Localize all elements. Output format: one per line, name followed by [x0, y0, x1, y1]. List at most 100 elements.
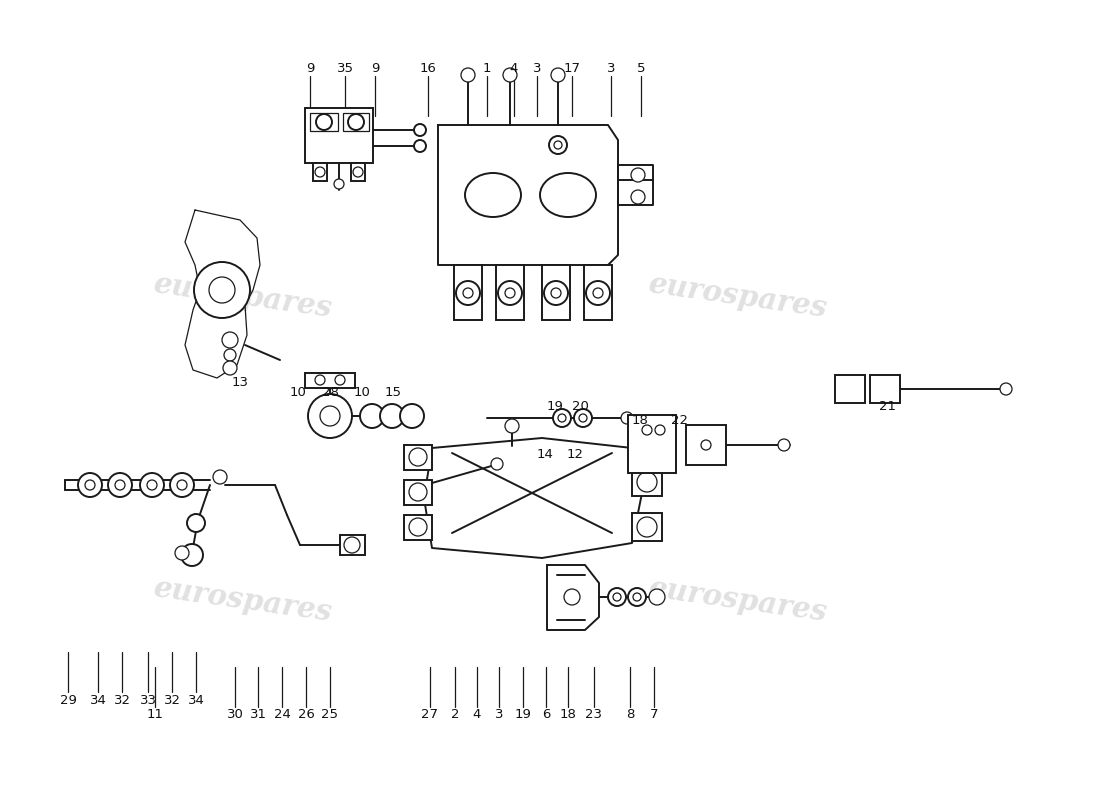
- Bar: [404, 515, 432, 540]
- Text: 9: 9: [371, 62, 380, 74]
- Circle shape: [315, 375, 324, 385]
- Circle shape: [414, 124, 426, 136]
- Text: 6: 6: [542, 709, 550, 722]
- Text: 17: 17: [563, 62, 581, 74]
- Circle shape: [222, 332, 238, 348]
- Circle shape: [549, 136, 566, 154]
- Circle shape: [409, 518, 427, 536]
- Text: 1: 1: [483, 62, 492, 74]
- Circle shape: [344, 537, 360, 553]
- Circle shape: [223, 361, 236, 375]
- Circle shape: [551, 68, 565, 82]
- Text: 30: 30: [227, 709, 243, 722]
- Circle shape: [628, 588, 646, 606]
- Circle shape: [701, 440, 711, 450]
- Bar: [454, 265, 482, 320]
- Circle shape: [379, 404, 404, 428]
- Text: 34: 34: [188, 694, 205, 706]
- Text: 29: 29: [59, 694, 76, 706]
- Circle shape: [654, 425, 666, 435]
- Circle shape: [140, 473, 164, 497]
- Circle shape: [409, 483, 427, 501]
- Text: 32: 32: [113, 694, 131, 706]
- Bar: [404, 480, 432, 505]
- Circle shape: [400, 404, 424, 428]
- Text: 7: 7: [650, 709, 658, 722]
- Text: 3: 3: [532, 62, 541, 74]
- Circle shape: [613, 593, 621, 601]
- Text: 18: 18: [631, 414, 648, 426]
- Circle shape: [170, 473, 194, 497]
- Circle shape: [554, 141, 562, 149]
- Text: 21: 21: [880, 401, 896, 414]
- Circle shape: [498, 281, 522, 305]
- Text: 20: 20: [572, 401, 588, 414]
- Text: 34: 34: [89, 694, 107, 706]
- Circle shape: [175, 546, 189, 560]
- Circle shape: [564, 589, 580, 605]
- Text: 3: 3: [607, 62, 615, 74]
- Text: 33: 33: [140, 694, 156, 706]
- Circle shape: [778, 439, 790, 451]
- Circle shape: [491, 458, 503, 470]
- Circle shape: [649, 589, 666, 605]
- Circle shape: [315, 167, 324, 177]
- Circle shape: [85, 480, 95, 490]
- Circle shape: [579, 414, 587, 422]
- Bar: [343, 113, 368, 131]
- Circle shape: [414, 140, 426, 152]
- Text: 10: 10: [353, 386, 371, 399]
- Circle shape: [182, 544, 204, 566]
- Circle shape: [308, 394, 352, 438]
- Text: 9: 9: [306, 62, 315, 74]
- Bar: [835, 375, 865, 403]
- Circle shape: [503, 68, 517, 82]
- Ellipse shape: [540, 173, 596, 217]
- Bar: [404, 445, 432, 470]
- Text: eurospares: eurospares: [646, 573, 828, 627]
- Circle shape: [353, 167, 363, 177]
- Circle shape: [505, 419, 519, 433]
- Text: 12: 12: [566, 449, 583, 462]
- Bar: [310, 113, 338, 131]
- Text: 8: 8: [626, 709, 635, 722]
- Circle shape: [637, 472, 657, 492]
- Circle shape: [608, 588, 626, 606]
- Circle shape: [642, 425, 652, 435]
- Text: 15: 15: [385, 386, 402, 399]
- Circle shape: [631, 190, 645, 204]
- Text: 14: 14: [537, 449, 553, 462]
- Text: eurospares: eurospares: [646, 269, 828, 323]
- Circle shape: [461, 68, 475, 82]
- Circle shape: [1000, 383, 1012, 395]
- Circle shape: [637, 517, 657, 537]
- Text: 4: 4: [473, 709, 481, 722]
- Circle shape: [213, 470, 227, 484]
- Text: 18: 18: [560, 709, 576, 722]
- Bar: [305, 108, 373, 163]
- Text: 32: 32: [164, 694, 180, 706]
- Bar: [870, 375, 900, 403]
- Circle shape: [348, 114, 364, 130]
- Text: 31: 31: [250, 709, 266, 722]
- Circle shape: [456, 281, 480, 305]
- Bar: [314, 163, 327, 181]
- Circle shape: [187, 514, 205, 532]
- Circle shape: [147, 480, 157, 490]
- Text: 13: 13: [231, 375, 249, 389]
- Text: 2: 2: [451, 709, 460, 722]
- Circle shape: [505, 288, 515, 298]
- Circle shape: [551, 288, 561, 298]
- Circle shape: [553, 409, 571, 427]
- Text: 5: 5: [637, 62, 646, 74]
- Circle shape: [621, 412, 632, 424]
- Bar: [496, 265, 524, 320]
- Circle shape: [558, 414, 566, 422]
- Circle shape: [593, 288, 603, 298]
- Circle shape: [360, 404, 384, 428]
- Circle shape: [320, 406, 340, 426]
- Circle shape: [574, 409, 592, 427]
- Bar: [305, 373, 355, 388]
- Bar: [632, 513, 662, 541]
- Text: 10: 10: [289, 386, 307, 399]
